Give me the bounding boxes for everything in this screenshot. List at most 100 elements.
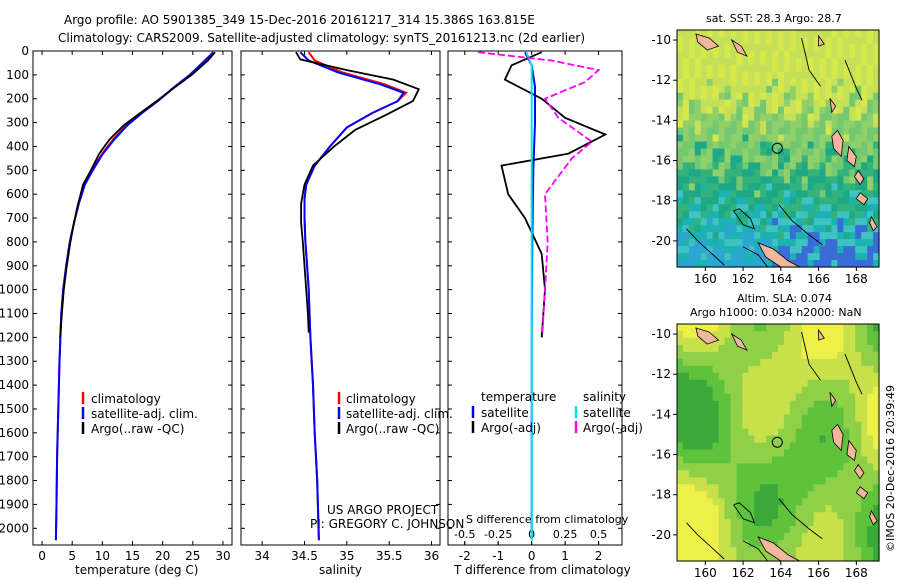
map-cell xyxy=(778,533,785,541)
map-cell xyxy=(712,239,720,247)
map-cell xyxy=(677,519,684,527)
map-cell xyxy=(730,337,737,346)
map-cell xyxy=(760,127,767,136)
map-cell xyxy=(760,120,767,129)
map-cell xyxy=(694,407,702,416)
map-cell xyxy=(849,456,856,464)
map-cell xyxy=(724,505,731,513)
map-cell xyxy=(742,120,749,129)
map-cell xyxy=(754,148,761,157)
map-cell xyxy=(825,232,832,240)
map-cell xyxy=(825,498,832,506)
map-cell xyxy=(682,505,690,513)
map-cell xyxy=(813,232,821,240)
map-cell xyxy=(789,365,797,374)
credit-project: US ARGO PROJECT xyxy=(327,503,439,517)
map-cell xyxy=(825,463,832,471)
map-cell xyxy=(766,358,773,367)
map-cell xyxy=(682,470,690,478)
map-cell xyxy=(724,407,731,416)
map-cell xyxy=(772,470,779,478)
map-cell xyxy=(724,197,731,205)
map-cell xyxy=(813,533,821,541)
map-cell xyxy=(795,64,803,73)
map-cell xyxy=(873,127,880,136)
map-cell xyxy=(754,113,761,122)
map-cell xyxy=(766,99,773,108)
map-cell xyxy=(867,421,874,430)
map-cell xyxy=(736,148,743,157)
map-cell xyxy=(825,400,832,409)
map-cell xyxy=(736,50,743,59)
map-cell xyxy=(677,85,684,94)
map-cell xyxy=(778,365,785,374)
map-cell xyxy=(873,337,880,346)
map-cell xyxy=(855,99,862,108)
map-cell xyxy=(831,246,838,254)
map-cell xyxy=(748,400,755,409)
map-cell xyxy=(712,183,720,191)
map-cell xyxy=(730,344,737,353)
map-cell xyxy=(760,484,767,492)
map-cell xyxy=(730,225,737,233)
map-cell xyxy=(795,30,803,38)
map-cell xyxy=(736,99,743,108)
map-cell xyxy=(712,365,720,374)
map-cell xyxy=(837,260,844,268)
map-cell xyxy=(742,428,749,437)
map-cell xyxy=(754,50,761,59)
map-cell xyxy=(837,379,844,388)
map-cell xyxy=(837,421,844,430)
land-polygon xyxy=(829,98,837,114)
map-cell xyxy=(831,498,838,506)
map-cell xyxy=(766,211,773,219)
map-cell xyxy=(867,470,874,478)
map-cell xyxy=(819,239,827,247)
map-cell xyxy=(837,386,844,395)
map-cell xyxy=(694,141,702,150)
map-cell xyxy=(789,71,797,80)
map-cell xyxy=(801,239,809,247)
map-cell xyxy=(688,421,696,430)
map-cell xyxy=(843,50,850,59)
map-cell xyxy=(700,253,708,261)
map-cell xyxy=(712,379,720,388)
map-cell xyxy=(682,324,690,332)
map-cell xyxy=(837,162,844,170)
map-cell xyxy=(712,526,720,534)
map-cell xyxy=(801,505,809,513)
map-cell xyxy=(700,554,708,562)
map-cell xyxy=(825,127,832,136)
map-cell xyxy=(677,351,684,360)
map-cell xyxy=(778,85,785,94)
map-cell xyxy=(706,519,714,527)
map-cell xyxy=(783,85,791,94)
depth-tick-label: 1000 xyxy=(0,283,29,297)
map-cell xyxy=(837,331,844,339)
map-cell xyxy=(718,134,726,143)
map-cell xyxy=(789,43,797,52)
map-cell xyxy=(825,155,832,164)
map-cell xyxy=(819,498,827,506)
lat-tick-label: -10 xyxy=(651,33,671,47)
map-cell xyxy=(694,43,702,52)
map-cell xyxy=(754,414,761,423)
map-cell xyxy=(682,30,690,38)
map-cell xyxy=(730,253,737,261)
map-cell xyxy=(724,176,731,184)
map-cell xyxy=(772,85,779,94)
map-cell xyxy=(700,246,708,254)
map-cell xyxy=(748,37,755,45)
map-cell xyxy=(724,337,731,346)
map-cell xyxy=(748,533,755,541)
map-cell xyxy=(677,225,684,233)
map-cell xyxy=(783,386,791,395)
map-cell xyxy=(748,85,755,94)
map-cell xyxy=(688,386,696,395)
map-cell xyxy=(712,37,720,45)
map-cell xyxy=(813,99,821,108)
map-cell xyxy=(754,470,761,478)
map-cell xyxy=(801,337,809,346)
map-cell xyxy=(801,197,809,205)
x-tick-label: -1 xyxy=(492,549,504,563)
